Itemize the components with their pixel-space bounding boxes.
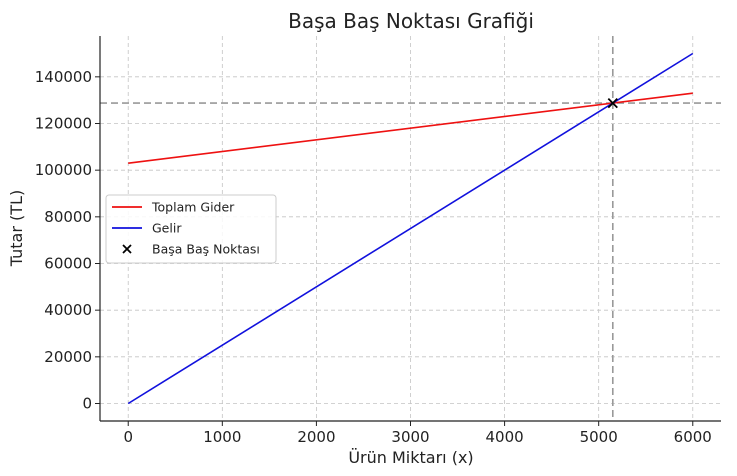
x-tick-label-5: 5000 [580, 428, 618, 446]
x-axis-label: Ürün Miktarı (x) [348, 448, 473, 467]
legend-label-1: Gelir [152, 221, 182, 236]
x-tick-label-3: 3000 [391, 428, 429, 446]
y-axis-label: Tutar (TL) [7, 190, 26, 267]
y-ticks: 0 20000 40000 60000 80000 100000 120000 140000 [35, 68, 100, 413]
legend-label-point-0: Başa Baş Noktası [152, 242, 260, 257]
y-tick-label-0: 0 [82, 395, 92, 413]
x-tick-label-1: 1000 [203, 428, 241, 446]
x-tick-label-4: 4000 [485, 428, 523, 446]
points-layer [607, 97, 618, 109]
x-tick-label-6: 6000 [674, 428, 712, 446]
y-tick-label-1: 20000 [44, 348, 92, 366]
legend-label-0: Toplam Gider [151, 200, 235, 215]
series-line-0 [128, 92, 693, 164]
y-tick-label-7: 140000 [35, 68, 92, 86]
x-tick-label-0: 0 [123, 428, 133, 446]
y-tick-label-3: 60000 [44, 255, 92, 273]
x-ticks: 0 1000 2000 3000 4000 5000 6000 [123, 421, 712, 446]
legend-box [105, 194, 277, 264]
series-layer [127, 52, 694, 405]
x-tick-label-2: 2000 [297, 428, 335, 446]
legend-swatch-point-0 [122, 244, 132, 254]
series-line-1 [127, 52, 694, 405]
y-tick-label-4: 80000 [44, 208, 92, 226]
chart-title: Başa Baş Noktası Grafiği [288, 9, 534, 33]
break-even-point-marker-0 [607, 97, 618, 109]
y-tick-label-6: 120000 [35, 115, 92, 133]
y-tick-label-5: 100000 [35, 161, 92, 179]
legend: Toplam Gider Gelir Başa Baş Noktası [105, 194, 277, 264]
y-tick-label-2: 40000 [44, 301, 92, 319]
